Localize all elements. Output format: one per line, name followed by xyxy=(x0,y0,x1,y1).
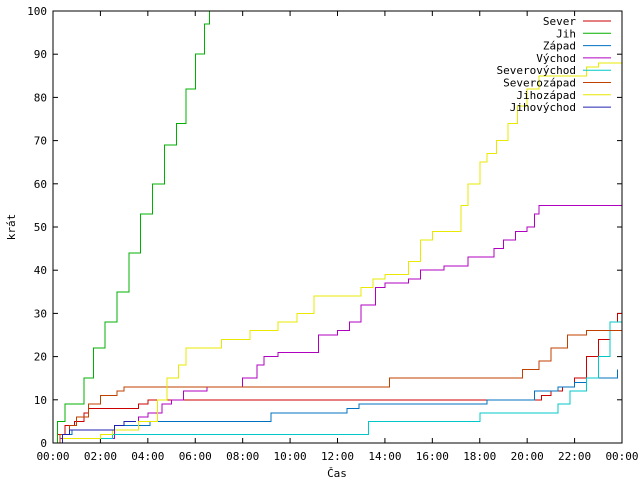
x-tick-label: 06:00 xyxy=(179,450,212,463)
x-tick-label: 02:00 xyxy=(84,450,117,463)
legend-label: Jihovýchod xyxy=(510,101,576,114)
plot-frame xyxy=(52,10,623,444)
legend-label: Severovýchod xyxy=(497,64,576,77)
legend-label: Severozápad xyxy=(503,77,576,90)
y-axis-ticks: 0 10 20 30 40 50 60 70 80 90 100 xyxy=(27,5,622,450)
x-tick-label: 18:00 xyxy=(463,450,496,463)
x-tick-label: 16:00 xyxy=(416,450,449,463)
legend-label: Východ xyxy=(536,52,576,65)
legend-label: Sever xyxy=(543,15,576,28)
y-axis-label: krát xyxy=(5,214,18,241)
y-tick-label: 40 xyxy=(34,264,47,277)
series-line xyxy=(53,11,210,444)
x-tick-label: 04:00 xyxy=(131,450,164,463)
series-line xyxy=(53,270,623,444)
legend-label: Jih xyxy=(556,27,576,40)
y-tick-label: 50 xyxy=(34,221,47,234)
x-axis-ticks: 00:00 02:00 04:00 06:00 08:00 10:00 12:00 14:00… xyxy=(36,11,639,463)
y-tick-label: 30 xyxy=(34,307,47,320)
y-tick-label: 70 xyxy=(34,135,47,148)
x-tick-label: 22:00 xyxy=(558,450,591,463)
y-tick-label: 10 xyxy=(34,394,47,407)
y-tick-label: 0 xyxy=(40,437,47,450)
y-tick-label: 100 xyxy=(27,5,47,18)
series-line xyxy=(53,204,622,444)
x-tick-label: 00:00 xyxy=(36,450,69,463)
x-tick-label: 08:00 xyxy=(226,450,259,463)
series-line xyxy=(53,62,623,444)
legend-label: Západ xyxy=(543,40,576,53)
y-tick-label: 80 xyxy=(34,91,47,104)
legend-label: Jihozápad xyxy=(516,89,576,102)
series-layer xyxy=(53,11,623,444)
series-line xyxy=(53,369,618,444)
x-tick-label: 12:00 xyxy=(321,450,354,463)
y-tick-label: 90 xyxy=(34,48,47,61)
x-tick-label: 14:00 xyxy=(368,450,401,463)
series-line xyxy=(53,330,622,444)
x-tick-label: 10:00 xyxy=(274,450,307,463)
legend: SeverJihZápadVýchodSeverovýchodSeverozáp… xyxy=(497,15,611,114)
x-tick-label: 00:00 xyxy=(605,450,638,463)
y-tick-label: 20 xyxy=(34,351,47,364)
series-line xyxy=(53,420,136,444)
x-tick-label: 20:00 xyxy=(511,450,544,463)
x-axis-label: Čas xyxy=(327,467,347,480)
y-tick-label: 60 xyxy=(34,178,47,191)
